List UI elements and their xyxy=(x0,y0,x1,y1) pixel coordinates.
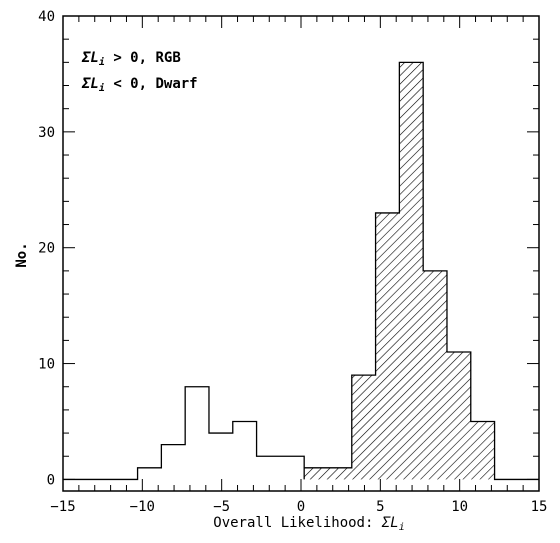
axis-ticks xyxy=(62,15,540,491)
open-histogram-outline xyxy=(63,386,305,481)
hatched-bars xyxy=(304,62,495,480)
hatched-bar xyxy=(351,375,376,480)
hatched-bar xyxy=(423,270,447,480)
annotation-rgb-symbol: ΣL xyxy=(81,50,99,66)
x-tick-label: −10 xyxy=(130,499,155,515)
x-tick-label: −5 xyxy=(213,499,230,515)
annotation-dwarf: ΣLi < 0, Dwarf xyxy=(81,76,198,94)
annotation-rgb-subscript: i xyxy=(99,56,105,68)
y-tick-label: 30 xyxy=(38,125,55,141)
x-tick-label: −15 xyxy=(50,499,75,515)
hatched-histogram-outline xyxy=(303,61,539,481)
hatched-bar xyxy=(446,351,471,480)
x-axis-label: Overall Likelihood: ΣLi xyxy=(213,515,404,533)
y-tick-label: 40 xyxy=(38,9,55,25)
annotation-rgb: ΣLi > 0, RGB xyxy=(81,50,181,68)
hatched-bar xyxy=(399,62,424,480)
hatched-bar xyxy=(470,421,495,480)
x-axis-label-symbol: ΣL xyxy=(381,515,399,531)
y-axis-label: No. xyxy=(14,242,30,267)
x-tick-label: 0 xyxy=(297,499,305,515)
x-axis-label-text: Overall Likelihood: xyxy=(213,515,382,531)
annotation-dwarf-symbol: ΣL xyxy=(81,76,99,92)
x-tick-label: 15 xyxy=(531,499,548,515)
y-tick-label: 0 xyxy=(47,472,55,488)
annotation-rgb-text: > 0, RGB xyxy=(105,50,181,66)
x-axis-label-subscript: i xyxy=(399,522,405,533)
axis-tick-labels: −15 −10 −5 0 5 10 15 0 10 20 30 40 xyxy=(38,9,547,515)
y-tick-label: 10 xyxy=(38,357,55,373)
annotation-dwarf-text: < 0, Dwarf xyxy=(105,76,198,92)
x-tick-label: 5 xyxy=(376,499,384,515)
y-tick-label: 20 xyxy=(38,241,55,257)
hatched-bar xyxy=(304,467,352,480)
x-tick-label: 10 xyxy=(451,499,468,515)
hatched-bar xyxy=(375,212,400,480)
annotation-dwarf-subscript: i xyxy=(99,82,105,94)
